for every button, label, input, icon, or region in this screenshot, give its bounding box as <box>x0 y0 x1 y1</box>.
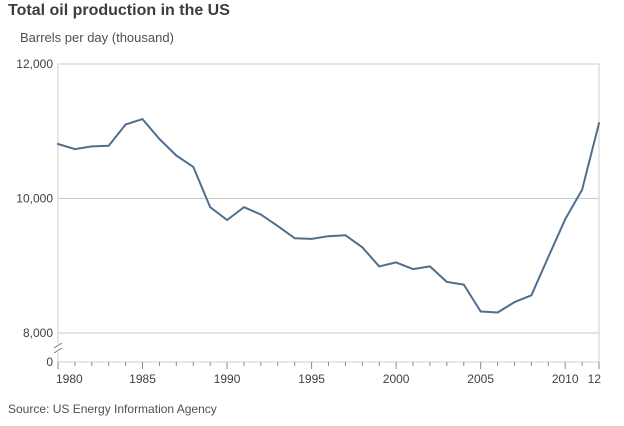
axis-break-marker <box>53 342 63 354</box>
source-note: Source: US Energy Information Agency <box>8 402 217 416</box>
data-point <box>276 225 279 228</box>
gridlines <box>58 198 599 363</box>
y-tick-label-zero: 0 <box>46 355 53 369</box>
data-point <box>344 234 347 237</box>
data-point <box>141 118 144 120</box>
data-point <box>310 238 313 240</box>
x-tick-label: 2005 <box>467 372 494 386</box>
x-tick-label: 2000 <box>383 372 410 386</box>
axis-break-slash <box>53 347 63 354</box>
x-tick-label: 12 <box>588 372 602 386</box>
data-point <box>378 265 381 268</box>
data-point <box>598 122 600 125</box>
plot-frame <box>57 63 600 363</box>
data-point <box>412 268 414 270</box>
data-point <box>124 123 127 126</box>
data-point <box>57 143 59 145</box>
data-point <box>327 235 330 238</box>
data-point <box>90 145 93 148</box>
x-tick-label: 1990 <box>214 372 241 386</box>
data-point <box>581 188 583 191</box>
axis-break-gap <box>54 344 62 352</box>
y-tick-label: 10,000 <box>16 192 53 206</box>
data-point <box>209 206 212 209</box>
series-group <box>57 118 600 314</box>
y-tick-label: 8,000 <box>23 326 53 340</box>
data-point <box>496 311 499 314</box>
series-line <box>57 118 600 314</box>
data-point <box>243 206 245 209</box>
x-tick-label: 1995 <box>298 372 325 386</box>
data-point <box>547 256 550 258</box>
data-point <box>513 301 516 303</box>
data-point <box>429 265 431 268</box>
chart-title: Total oil production in the US <box>8 2 230 19</box>
data-point <box>395 261 397 264</box>
y-axis-label: Barrels per day (thousand) <box>20 30 174 45</box>
data-point <box>530 294 533 297</box>
data-point <box>107 144 110 147</box>
line-chart: 12,000 10,000 8,000 0 1980 1985 1990 1995 2000 2… <box>16 57 601 386</box>
data-point <box>361 246 364 249</box>
axis-break-slash <box>53 342 63 349</box>
data-point <box>158 138 161 140</box>
y-tick-label: 12,000 <box>16 57 53 71</box>
data-point <box>445 281 448 283</box>
x-tick-labels: 1980 1985 1990 1995 2000 2005 2010 12 <box>56 362 601 386</box>
x-tick-label: 2010 <box>552 372 579 386</box>
data-point <box>564 218 567 221</box>
data-point <box>293 237 296 240</box>
data-point <box>260 213 262 216</box>
x-tick-label: 1980 <box>56 372 83 386</box>
data-point <box>479 310 482 313</box>
x-tick-label: 1985 <box>129 372 156 386</box>
data-point <box>462 283 465 286</box>
data-point <box>192 166 195 168</box>
data-point <box>226 219 229 221</box>
y-tick-labels: 12,000 10,000 8,000 0 <box>16 57 53 369</box>
data-point <box>74 148 76 151</box>
data-point <box>175 154 178 157</box>
